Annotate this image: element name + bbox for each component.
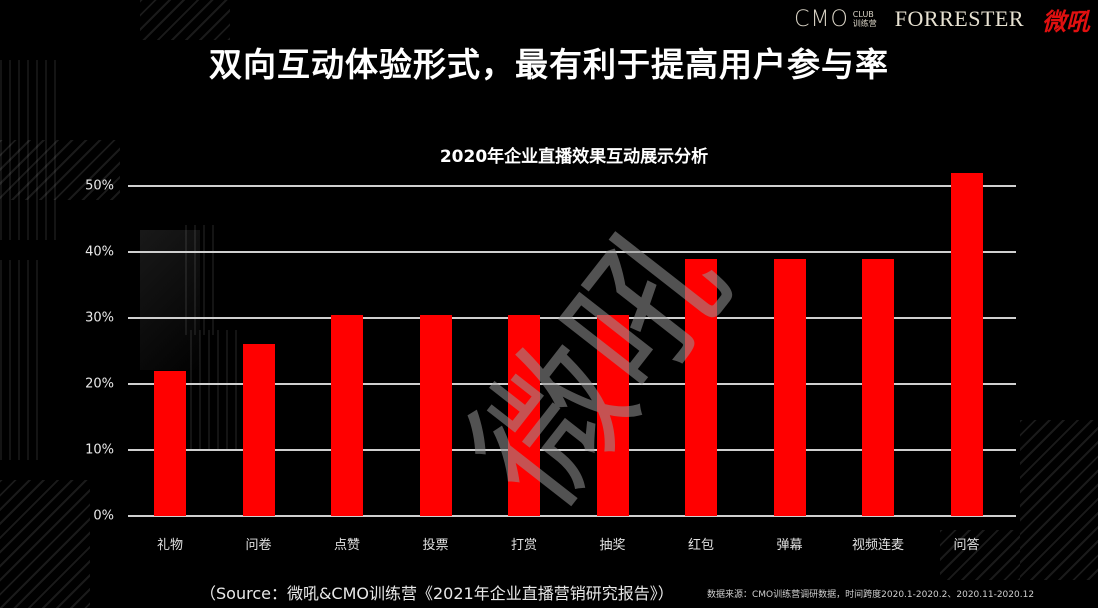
background-decoration [140,0,230,40]
bar-10 [950,172,983,516]
background-decoration [0,260,40,460]
vhall-logo: 微吼 [1042,7,1090,36]
bar-6 [596,314,629,516]
y-tick-label: 50% [85,178,114,194]
cmo-logo-club: CLUB [852,10,874,19]
source-citation: （Source：微吼&CMO训练营《2021年企业直播营销研究报告》） [200,584,674,603]
y-tick-label: 20% [85,376,114,392]
x-tick-label: 问卷 [245,538,272,553]
chart-title: 2020年企业直播效果互动展示分析 [439,147,709,167]
y-tick-label: 10% [85,442,114,458]
partner-logos: CMO CLUB 训练营 FORRESTER 微吼 [794,4,1090,36]
bar-3 [331,314,363,516]
x-tick-label: 视频连麦 [851,538,904,553]
forrester-logo: FORRESTER [894,6,1024,31]
bar-8 [773,258,806,516]
y-tick-label: 40% [85,244,114,260]
gridline [128,383,1016,385]
background-decoration [0,480,90,608]
x-tick-label: 问答 [953,538,980,553]
x-tick-label: 弹幕 [776,538,803,553]
gridline [128,515,1016,517]
bar-7 [685,258,717,516]
y-tick-label: 30% [85,310,114,326]
cmo-club-logo: CMO CLUB 训练营 [794,7,877,32]
y-tick-label: 0% [93,508,114,524]
x-tick-label: 投票 [422,538,449,553]
cmo-logo-text: CMO [794,6,849,32]
x-tick-label: 抽奖 [599,538,626,553]
gridline [128,251,1016,253]
bar-2 [242,344,275,516]
gridline [128,185,1016,187]
bar-1 [154,370,186,516]
gridline [128,449,1016,451]
bar-chart-plot [128,172,1016,517]
cmo-logo-sub: CLUB 训练营 [853,10,877,28]
x-tick-label: 红包 [687,538,714,553]
bar-4 [419,314,452,516]
x-tick-label: 礼物 [156,538,183,553]
bar-5 [508,314,540,516]
x-tick-label: 点赞 [333,538,360,553]
cmo-logo-camp: 训练营 [852,19,877,28]
background-decoration [1020,420,1098,580]
bar-9 [862,258,894,516]
data-source-note: 数据来源：CMO训练营调研数据，时间跨度2020.1-2020.2、2020.1… [707,590,1035,600]
x-tick-label: 打赏 [510,538,537,553]
gridline [128,317,1016,319]
slide-headline: 双向互动体验形式，最有利于提高用户参与率 [209,45,889,84]
